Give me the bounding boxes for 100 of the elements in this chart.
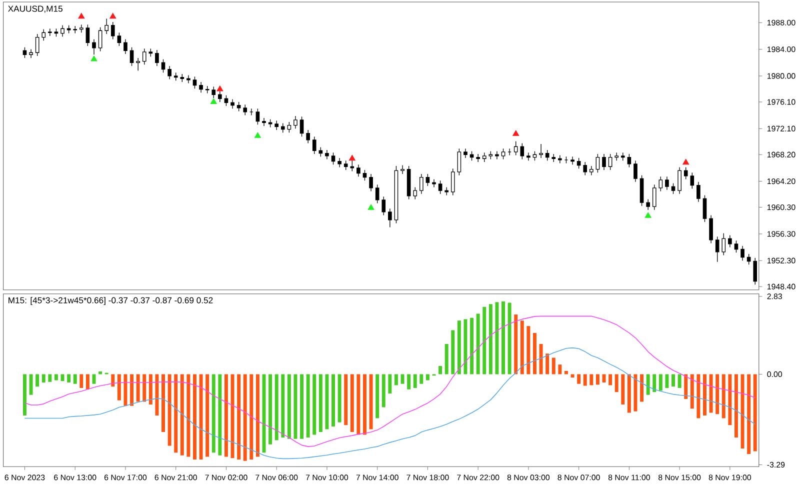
bar: [344, 374, 348, 426]
candlestick: [709, 215, 713, 244]
bar: [658, 374, 662, 391]
bar: [243, 374, 247, 462]
point: [110, 13, 116, 19]
bar: [180, 374, 184, 456]
bar: [306, 374, 310, 438]
point: [348, 155, 356, 161]
bar: [696, 374, 700, 418]
bar: [394, 374, 398, 386]
bar: [514, 314, 518, 374]
bar: [722, 374, 726, 418]
bar: [237, 374, 241, 460]
bar: [287, 374, 291, 440]
bar: [92, 374, 96, 384]
bar: [747, 374, 751, 454]
bar: [162, 374, 165, 432]
bar: [73, 374, 77, 384]
candlestick: [306, 130, 310, 144]
bar: [577, 374, 581, 384]
candlestick: [432, 179, 436, 188]
bar: [174, 374, 178, 453]
point: [368, 204, 374, 210]
bar: [312, 374, 316, 435]
candlestick: [29, 49, 33, 59]
bar: [482, 307, 486, 374]
candlestick: [262, 118, 266, 127]
bar: [338, 374, 342, 423]
point: [210, 98, 217, 104]
point: [90, 56, 98, 62]
bar: [728, 374, 732, 426]
bar: [526, 326, 530, 374]
bar: [67, 374, 71, 383]
candlestick: [325, 150, 329, 160]
candlestick: [388, 208, 392, 228]
candlestick: [464, 148, 468, 159]
bar: [420, 374, 424, 384]
bar: [470, 318, 474, 374]
chart-title: M15: [45*3->21w45*0.66] -0.37 -0.37 -0.87 -0.69 0.52: [8, 297, 213, 306]
bar: [294, 374, 298, 440]
candlestick: [558, 155, 562, 164]
bar: [356, 374, 360, 435]
bar: [734, 374, 738, 438]
bar: [502, 302, 505, 374]
candlestick: [646, 199, 650, 211]
bar: [583, 374, 587, 386]
candlestick: [495, 151, 499, 160]
bar: [488, 304, 492, 374]
bar: [703, 374, 706, 416]
bar: [546, 354, 550, 374]
bar: [36, 374, 40, 387]
bar: [444, 344, 448, 374]
bar: [111, 374, 115, 387]
candlestick: [696, 182, 700, 203]
bar: [495, 302, 499, 374]
bar: [753, 374, 757, 452]
bar: [23, 374, 26, 416]
bar: [369, 374, 373, 430]
bar: [142, 374, 146, 402]
bar: [564, 371, 568, 374]
bar: [457, 320, 461, 374]
bar: [48, 374, 52, 382]
bar: [281, 374, 285, 438]
bar: [709, 374, 713, 413]
bar: [684, 374, 688, 400]
candlestick: [369, 174, 373, 192]
bar: [186, 374, 190, 457]
bar: [672, 374, 675, 387]
bar: [136, 374, 140, 402]
bar: [451, 330, 455, 374]
bar: [590, 374, 594, 386]
bar: [224, 374, 228, 457]
bar: [318, 374, 322, 432]
bar: [212, 374, 216, 453]
candlestick: [136, 58, 140, 72]
point: [216, 86, 224, 92]
point: [512, 130, 520, 136]
bar: [627, 374, 631, 413]
bar: [363, 374, 366, 435]
candlestick: [570, 156, 574, 166]
candlestick: [665, 176, 669, 191]
candlestick: [476, 154, 480, 163]
bar: [596, 374, 600, 385]
candlestick: [634, 160, 638, 183]
bar: [124, 374, 128, 406]
bar: [382, 374, 386, 408]
candlestick: [199, 82, 203, 94]
bar: [148, 374, 152, 405]
candlestick: [678, 167, 682, 195]
bar: [608, 374, 612, 386]
bar: [268, 374, 272, 445]
bar: [552, 358, 556, 374]
bar: [80, 374, 84, 388]
bar: [413, 374, 417, 388]
bar: [168, 374, 172, 446]
bar: [570, 374, 574, 378]
bar: [407, 374, 411, 390]
bar: [508, 302, 512, 374]
bar: [476, 314, 480, 374]
bar: [350, 374, 354, 432]
